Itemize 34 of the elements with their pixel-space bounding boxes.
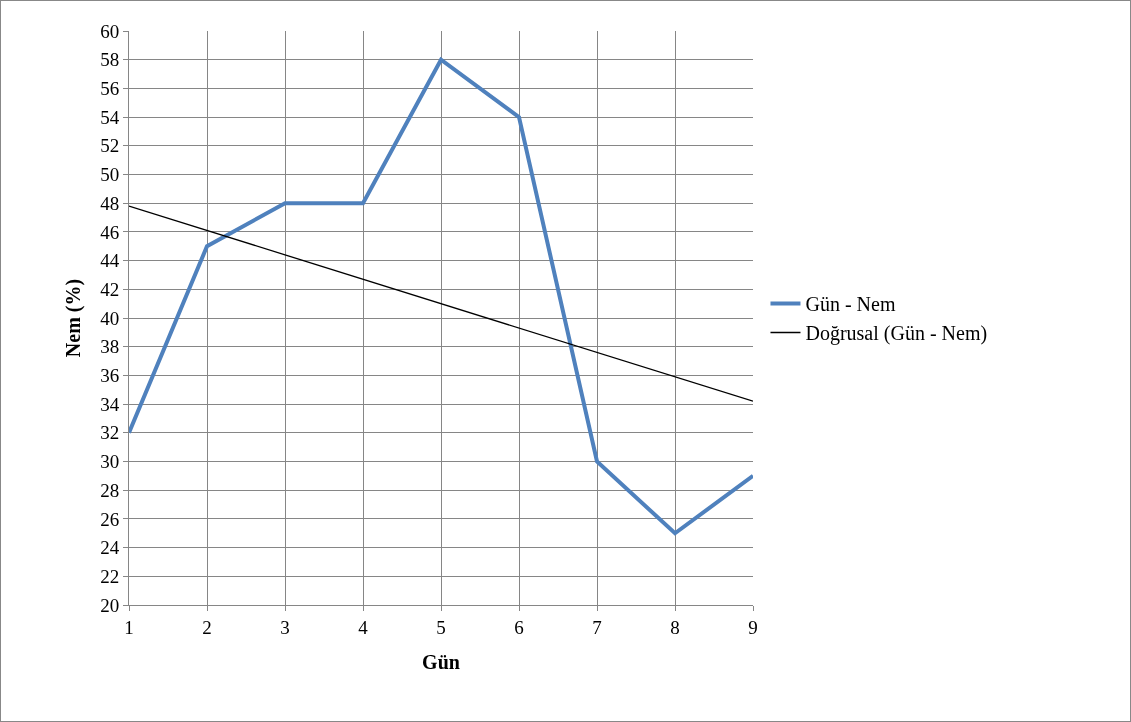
y-tick-label: 40 [100,307,120,329]
y-tick-label: 24 [100,537,120,559]
y-tick-label: 52 [100,135,120,157]
y-tick-label: 54 [100,106,120,128]
y-tick-label: 56 [100,78,120,100]
y-tick-label: 30 [100,451,120,473]
y-tick-label: 38 [100,336,120,358]
y-tick-label: 44 [100,250,120,272]
y-axis-title: Nem (%) [61,278,85,358]
x-tick-label: 4 [358,616,369,638]
legend-label: Doğrusal (Gün - Nem) [805,322,988,346]
y-tick-label: 32 [100,422,120,444]
x-axis-title: Gün [422,651,460,674]
y-tick-label: 36 [100,365,120,387]
x-tick-label: 3 [280,616,290,638]
y-tick-label: 46 [100,221,120,243]
y-tick-label: 58 [100,49,120,71]
x-tick-label: 1 [124,616,134,638]
y-tick-label: 20 [100,594,120,616]
x-tick-label: 5 [436,616,446,638]
y-tick-label: 26 [100,508,120,530]
y-tick-label: 42 [100,278,120,300]
x-tick-label: 2 [202,616,212,638]
y-tick-label: 22 [100,565,120,587]
x-tick-label: 7 [592,616,602,638]
y-tick-label: 50 [100,164,120,186]
x-tick-label: 6 [514,616,524,638]
y-tick-label: 48 [100,192,120,214]
y-tick-label: 60 [100,20,120,42]
legend-label: Gün - Nem [805,293,896,316]
y-tick-label: 28 [100,479,120,501]
x-tick-label: 9 [748,616,758,638]
y-tick-label: 34 [100,393,120,415]
x-tick-label: 8 [670,616,680,638]
